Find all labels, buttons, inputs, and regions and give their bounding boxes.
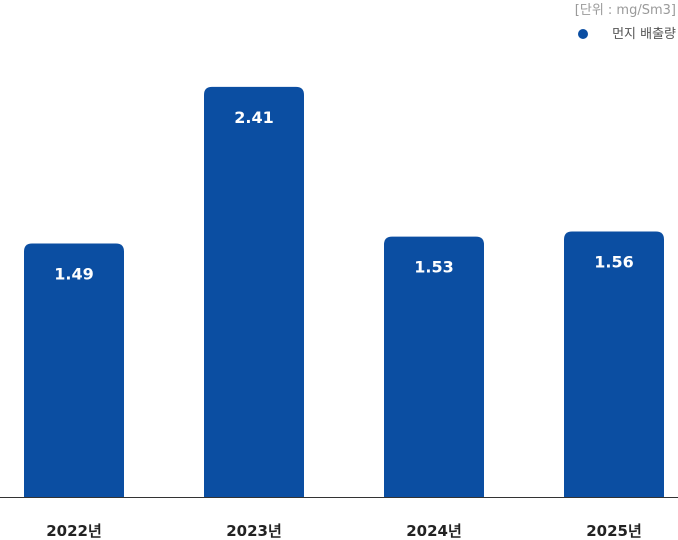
category-label-2022년: 2022년 <box>46 522 102 540</box>
unit-label: [단위 : mg/Sm3] <box>575 3 676 18</box>
x-axis-labels: 2022년 2023년 2024년 2025년 <box>46 522 642 540</box>
bar-2022년 <box>24 243 124 497</box>
bar-2024년 <box>384 236 484 497</box>
data-label-2022년: 1.49 <box>54 264 93 283</box>
category-label-2024년: 2024년 <box>406 522 462 540</box>
data-label-2025년: 1.56 <box>594 253 633 272</box>
bars-group: 1.49 2.41 1.53 1.56 <box>24 86 664 498</box>
category-label-2023년: 2023년 <box>226 522 282 540</box>
legend: 먼지 배출량 <box>578 27 676 42</box>
legend-marker <box>578 29 588 39</box>
bar-2025년 <box>564 231 664 498</box>
legend-label: 먼지 배출량 <box>612 27 676 42</box>
category-label-2025년: 2025년 <box>586 522 642 540</box>
data-label-2024년: 1.53 <box>414 258 453 277</box>
bar-2023년 <box>204 86 304 497</box>
data-label-2023년: 2.41 <box>234 108 273 127</box>
